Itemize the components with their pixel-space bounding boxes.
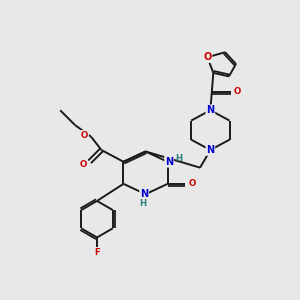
Text: O: O — [80, 160, 87, 169]
Text: O: O — [203, 52, 211, 62]
Text: N: N — [206, 145, 214, 155]
Text: O: O — [188, 179, 195, 188]
Text: N: N — [165, 157, 173, 167]
Text: N: N — [206, 105, 214, 115]
Text: O: O — [81, 131, 88, 140]
Text: N: N — [140, 189, 148, 199]
Text: F: F — [94, 248, 100, 257]
Text: O: O — [234, 88, 241, 97]
Text: H: H — [139, 199, 146, 208]
Text: H: H — [175, 154, 182, 163]
